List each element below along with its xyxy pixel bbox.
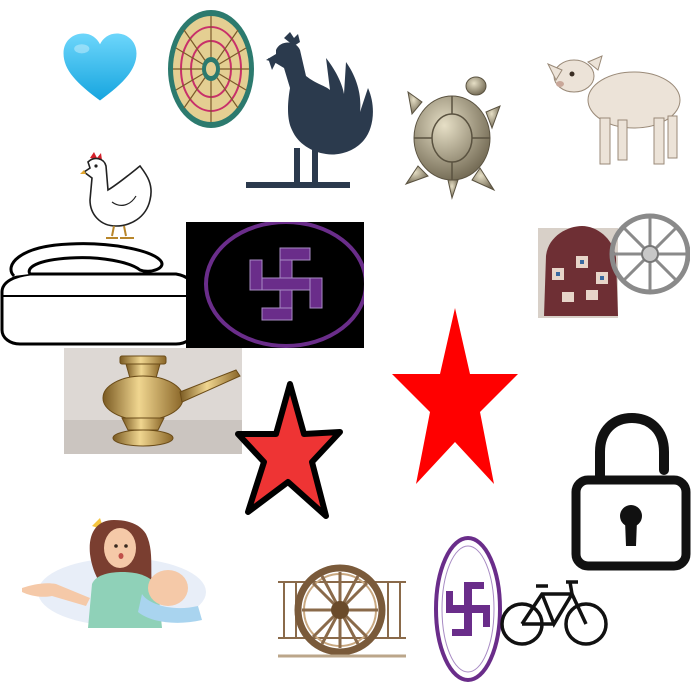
swastika-emblem-icon xyxy=(186,222,364,348)
woven-basket-icon xyxy=(166,8,256,130)
grinding-stone-icon xyxy=(0,240,196,346)
blue-heart-icon xyxy=(62,32,138,102)
bullock-cart-wheel-icon xyxy=(278,560,406,664)
hen-icon xyxy=(78,150,158,242)
red-star-icon xyxy=(392,308,518,484)
lamb-icon xyxy=(542,40,692,170)
unlocked-padlock-icon xyxy=(570,412,692,572)
swastika-oval-emblem-icon xyxy=(434,536,502,682)
mother-with-baby-icon xyxy=(22,514,206,630)
embroidered-cap-and-wheel-icon xyxy=(538,196,690,318)
metal-turtle-icon xyxy=(402,72,502,200)
brass-kindi-pot-icon xyxy=(64,348,242,454)
red-star-outlined-icon xyxy=(234,378,344,522)
rooster-silhouette-icon xyxy=(246,28,382,194)
bicycle-icon xyxy=(500,576,608,648)
